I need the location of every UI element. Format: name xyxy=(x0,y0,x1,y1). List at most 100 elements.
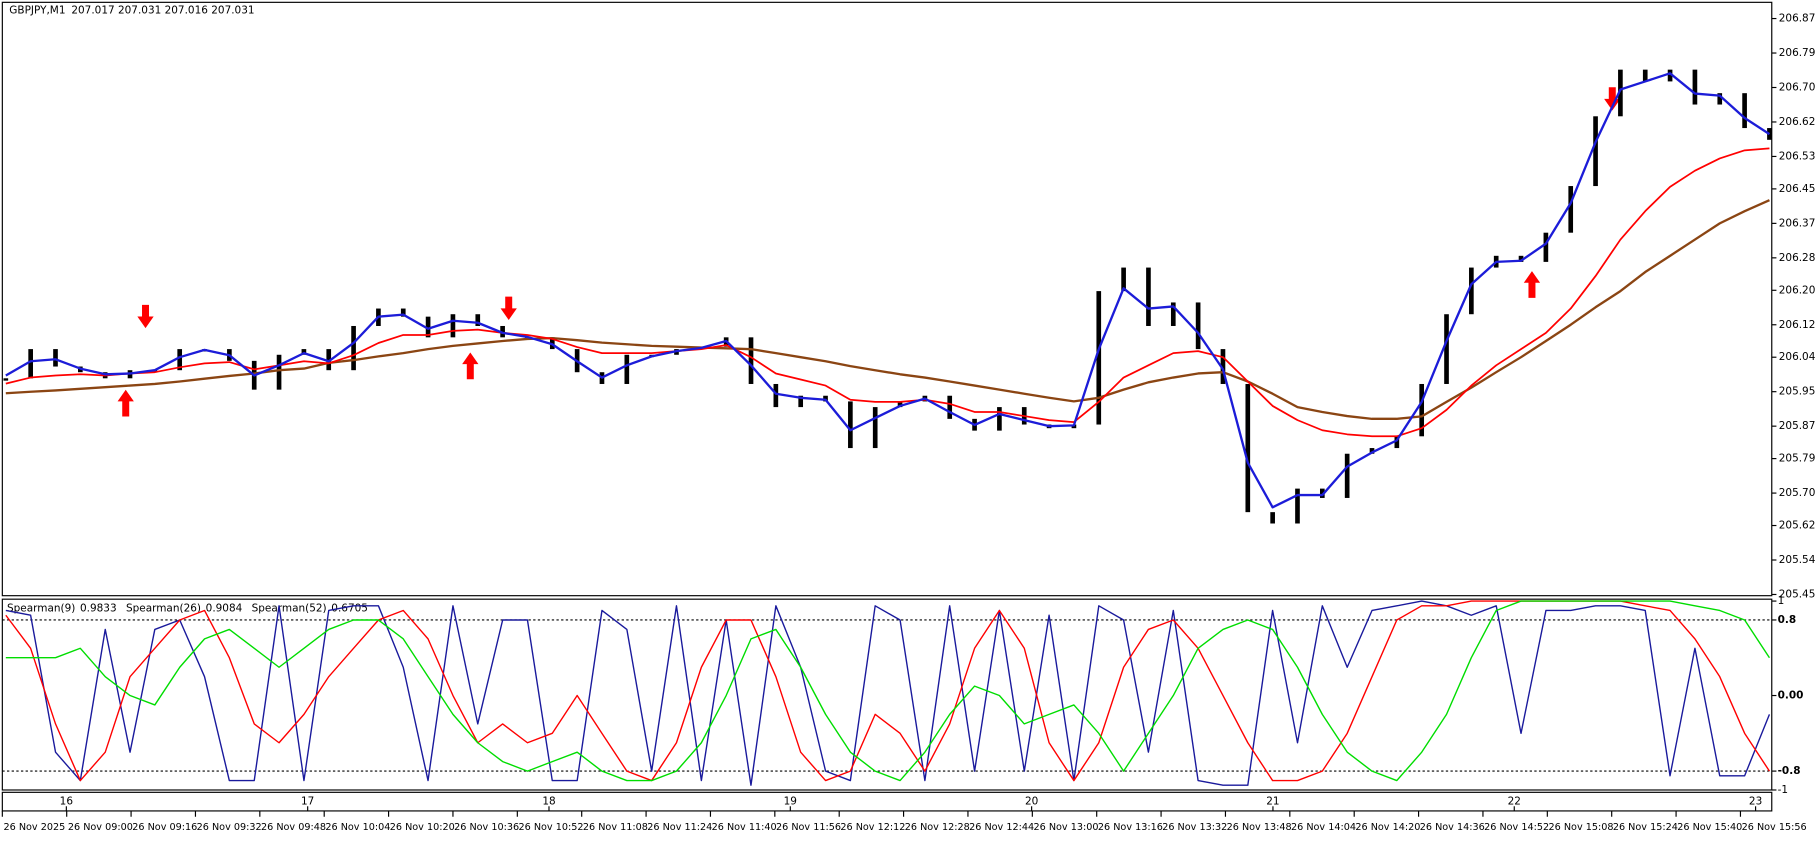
buy-arrow xyxy=(462,352,479,380)
x-tick-label: 26 Nov 13:48 xyxy=(1227,822,1292,833)
x-tick-label: 26 Nov 10:04 xyxy=(325,822,390,833)
legend-name: Spearman(9) xyxy=(7,602,75,614)
candle xyxy=(823,395,828,402)
day-label: 19 xyxy=(784,796,797,808)
y-tick-label: 206.120 xyxy=(1779,319,1816,331)
y-tick-label: 206.705 xyxy=(1779,82,1816,94)
day-label: 17 xyxy=(301,796,314,808)
day-label: 22 xyxy=(1508,796,1521,808)
candle xyxy=(748,337,754,384)
x-tick-label: 26 Nov 09:32 xyxy=(197,822,262,833)
y-tick-label: 206.455 xyxy=(1779,183,1816,195)
x-tick-label: 26 Nov 15:56 xyxy=(1742,822,1807,833)
x-tick-label: 26 Nov 10:36 xyxy=(454,822,519,833)
sell-arrow xyxy=(500,296,517,320)
candle xyxy=(1568,186,1574,233)
x-tick-label: 26 Nov 10:52 xyxy=(518,822,583,833)
candle xyxy=(1170,302,1176,326)
candle xyxy=(1419,383,1425,437)
x-tick-label: 26 Nov 11:40 xyxy=(712,822,777,833)
day-label: 18 xyxy=(542,796,555,808)
x-tick-label: 26 Nov 10:20 xyxy=(390,822,455,833)
candle xyxy=(425,316,431,338)
candle xyxy=(997,407,1002,431)
candle xyxy=(1692,69,1698,105)
y-tick-label: 205.455 xyxy=(1779,588,1816,600)
legend-value: 0.9084 xyxy=(206,602,243,614)
candle xyxy=(326,349,332,371)
legend-name: Spearman(52) xyxy=(252,602,327,614)
y-tick-label: 206.285 xyxy=(1779,252,1816,264)
candle xyxy=(450,314,456,338)
y-tick-label: 206.790 xyxy=(1779,47,1816,59)
day-label: 20 xyxy=(1025,796,1038,808)
candle xyxy=(1121,267,1126,292)
candle xyxy=(848,401,853,449)
y-tick-label: 206.535 xyxy=(1779,150,1816,162)
day-label: 21 xyxy=(1266,796,1279,808)
y-tick-label: 205.955 xyxy=(1779,386,1816,398)
candle xyxy=(1618,69,1623,117)
candle xyxy=(1195,302,1201,350)
candle xyxy=(1667,69,1673,82)
x-tick-label: 26 Nov 13:32 xyxy=(1162,822,1227,833)
x-tick-label: 26 Nov 11:24 xyxy=(647,822,712,833)
x-tick-label: 26 Nov 14:52 xyxy=(1484,822,1549,833)
candle xyxy=(947,395,953,419)
candle xyxy=(1717,93,1723,105)
candle xyxy=(773,383,779,408)
x-tick-label: 26 Nov 14:04 xyxy=(1291,822,1356,833)
candle xyxy=(301,349,307,355)
day-axis xyxy=(1,791,1773,812)
day-label: 16 xyxy=(60,796,73,808)
y-tick-label: -0.8 xyxy=(1778,765,1801,777)
day-label: 23 xyxy=(1749,796,1762,808)
candle xyxy=(1742,93,1747,129)
legend-name: Spearman(26) xyxy=(126,602,201,614)
x-tick-label: 26 Nov 13:16 xyxy=(1098,822,1163,833)
candle xyxy=(351,325,356,371)
candle xyxy=(1642,69,1648,82)
buy-arrow xyxy=(1523,271,1541,298)
x-tick-label: 26 Nov 15:40 xyxy=(1677,822,1742,833)
quote: 207.017 207.031 207.016 207.031 xyxy=(71,4,254,16)
x-tick-label: 26 Nov 11:56 xyxy=(776,822,841,833)
price-panel xyxy=(1,1,1773,597)
x-tick-label: 26 Nov 12:12 xyxy=(840,822,905,833)
oscillator-line xyxy=(5,600,1771,782)
candle xyxy=(1394,436,1400,449)
y-tick-label: 205.625 xyxy=(1779,520,1816,532)
candle xyxy=(624,354,630,384)
moving-average xyxy=(5,147,1770,438)
symbol: GBPJPY,M1 xyxy=(9,4,65,16)
oscillator-line xyxy=(5,600,1771,786)
x-tick-label: 26 Nov 09:48 xyxy=(261,822,326,833)
candle xyxy=(1220,349,1226,384)
legend-value: 0.9833 xyxy=(80,602,117,614)
y-tick-label: 205.790 xyxy=(1779,453,1816,465)
legend-value: 0.6705 xyxy=(331,602,368,614)
candle xyxy=(1469,267,1474,315)
x-tick-label: 26 Nov 15:08 xyxy=(1548,822,1613,833)
y-tick-label: 206.875 xyxy=(1779,13,1816,25)
y-tick-label: 0.00 xyxy=(1778,690,1804,702)
oscillator-legend: Spearman(9) 0.9833 Spearman(26) 0.9084 Spear… xyxy=(7,602,368,614)
candle xyxy=(28,349,33,379)
candle xyxy=(798,395,804,408)
x-tick-label: 26 Nov 14:36 xyxy=(1420,822,1485,833)
candle xyxy=(177,349,183,371)
candle xyxy=(1245,383,1251,513)
x-tick-label: 26 Nov 11:08 xyxy=(583,822,648,833)
oscillator-line xyxy=(5,600,1771,782)
candle xyxy=(897,401,903,408)
x-tick-label: 26 Nov 2025 xyxy=(3,822,65,833)
candle xyxy=(400,308,406,317)
x-tick-label: 26 Nov 09:00 xyxy=(68,822,133,833)
candle xyxy=(1146,267,1151,326)
y-tick-label: 0.8 xyxy=(1778,614,1797,626)
candle xyxy=(1593,116,1598,187)
sell-arrow xyxy=(1604,87,1621,111)
candle xyxy=(872,407,878,449)
